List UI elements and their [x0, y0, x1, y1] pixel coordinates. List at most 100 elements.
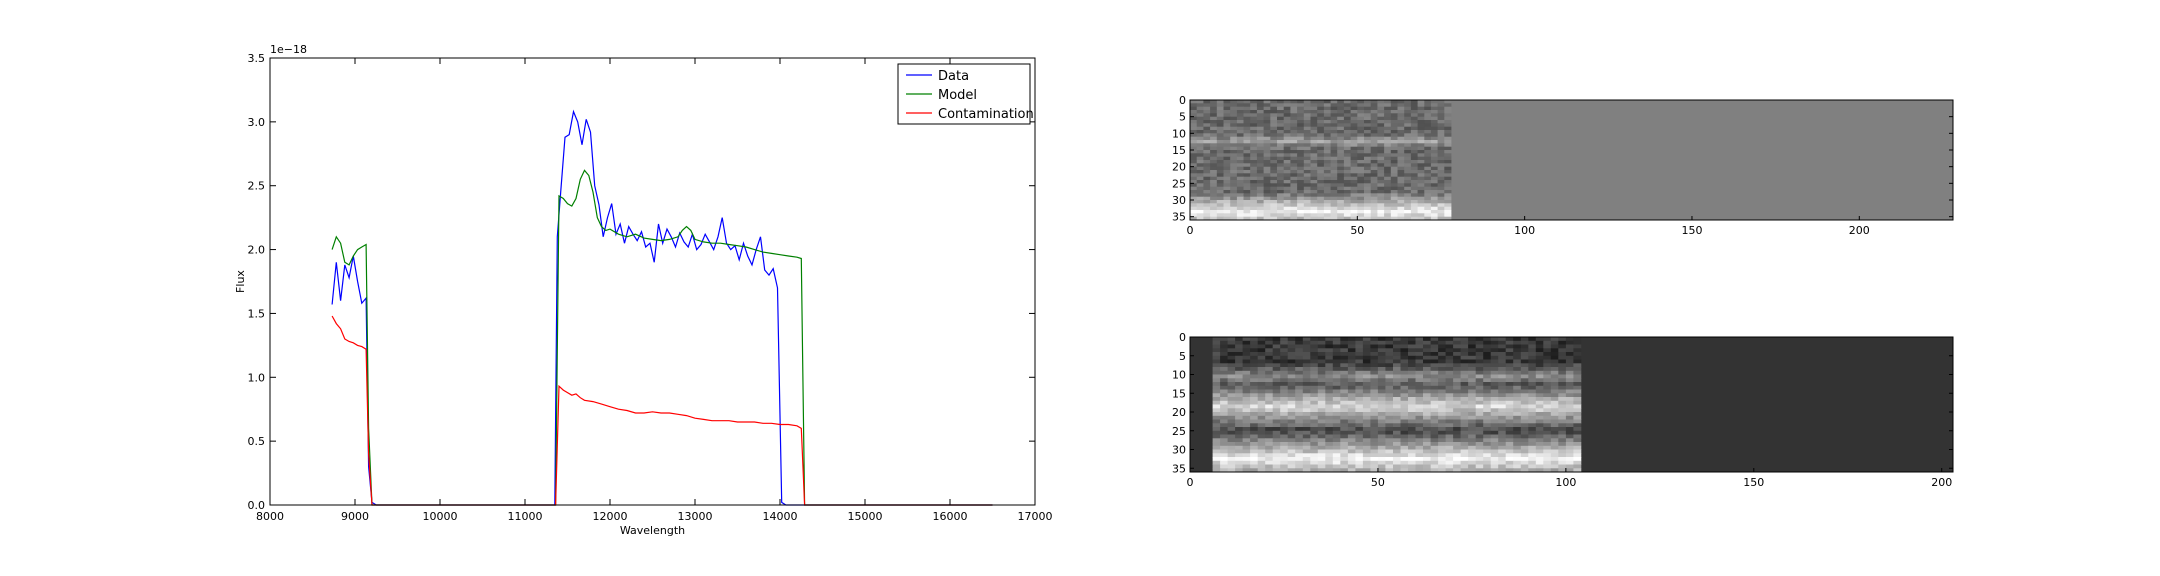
heatmap-cell — [1490, 404, 1499, 409]
heatmap-cell — [1302, 423, 1311, 428]
heatmap-cell — [1272, 423, 1281, 428]
heatmap-cell — [1243, 106, 1251, 111]
heatmap-cell — [1297, 123, 1305, 127]
heatmap-cell — [1236, 206, 1244, 211]
heatmap-cell — [1250, 464, 1258, 469]
heatmap-cell — [1437, 206, 1445, 211]
heatmap-cell — [1242, 367, 1251, 372]
heatmap-cell — [1310, 120, 1318, 124]
heatmap-cell — [1404, 100, 1412, 104]
heatmap-cell — [1236, 210, 1244, 214]
heatmap-cell — [1377, 415, 1386, 420]
heatmap-cell — [1270, 190, 1278, 194]
heatmap-cell — [1550, 427, 1559, 432]
heatmap-cell — [1323, 133, 1331, 137]
heatmap-cell — [1573, 442, 1582, 447]
heatmap-cell — [1377, 374, 1386, 379]
heatmap-cell — [1290, 176, 1298, 181]
heatmap-cell — [1290, 196, 1298, 201]
heatmap-cell — [1330, 130, 1338, 134]
heatmap-cell — [1437, 163, 1445, 167]
heatmap-cell — [1277, 196, 1285, 201]
heatmap-cell — [1216, 120, 1224, 124]
heatmap-cell — [1535, 423, 1544, 428]
heatmap-cell — [1364, 140, 1372, 144]
heatmap-cell — [1438, 415, 1446, 420]
heatmap-cell — [1558, 460, 1567, 465]
heatmap-cell — [1393, 430, 1401, 435]
heatmap-cell — [1265, 434, 1274, 439]
heatmap-cell — [1513, 397, 1522, 402]
heatmap-cell — [1196, 196, 1204, 201]
heatmap-cell — [1384, 106, 1392, 111]
heatmap-cell — [1415, 393, 1424, 398]
heatmap-cell — [1303, 116, 1311, 121]
heatmap-cell — [1453, 382, 1461, 387]
heatmap-cell — [1445, 382, 1454, 387]
heatmap-cell — [1513, 434, 1522, 439]
heatmap-cell — [1212, 397, 1221, 402]
heatmap-cell — [1347, 344, 1356, 349]
heatmap-cell — [1310, 367, 1319, 372]
heatmap-cell — [1430, 430, 1439, 435]
heatmap-cell — [1256, 210, 1264, 214]
heatmap-cell — [1408, 370, 1416, 375]
heatmap-cell — [1385, 408, 1394, 413]
heatmap-cell — [1243, 180, 1251, 184]
heatmap-cell — [1438, 404, 1446, 409]
heatmap-cell — [1243, 136, 1251, 141]
heatmap-cell — [1535, 374, 1544, 379]
heatmap-cell — [1385, 412, 1394, 417]
heatmap-cell — [1370, 457, 1379, 462]
heatmap-cell — [1290, 150, 1298, 154]
heatmap-cell — [1355, 445, 1364, 450]
heatmap-cell — [1505, 468, 1514, 473]
heatmap-cell — [1513, 442, 1522, 447]
heatmap-cell — [1317, 196, 1325, 201]
heatmap-cell — [1370, 206, 1378, 211]
heatmap-cell — [1468, 453, 1476, 458]
heatmap-cell — [1370, 203, 1378, 207]
heatmap-cell — [1227, 355, 1236, 360]
heatmap-cell — [1445, 449, 1454, 454]
heatmap-cell — [1565, 460, 1574, 465]
heatmap-cell — [1297, 120, 1305, 124]
heatmap-cell — [1190, 146, 1198, 151]
heatmap-cell — [1303, 163, 1311, 167]
heatmap-cell — [1323, 130, 1331, 134]
heatmap-cell — [1558, 449, 1567, 454]
heatmap-cell — [1242, 460, 1251, 465]
heatmap-cell — [1543, 348, 1552, 353]
heatmap-cell — [1565, 348, 1574, 353]
heatmap-cell — [1397, 106, 1405, 111]
heatmap-cell — [1438, 419, 1446, 424]
heatmap-cell — [1364, 133, 1372, 137]
heatmap-cell — [1235, 460, 1243, 465]
heatmap-cell — [1430, 216, 1438, 221]
heatmap-cell — [1270, 116, 1278, 121]
heatmap-cell — [1256, 116, 1264, 121]
heatmap-cell — [1397, 140, 1405, 144]
heatmap-cell — [1377, 370, 1386, 375]
heatmap-cell — [1390, 210, 1398, 214]
heatmap-cell — [1283, 180, 1291, 184]
heatmap-cell — [1445, 378, 1454, 383]
heatmap-cell — [1190, 173, 1198, 177]
heatmap-cell — [1235, 442, 1243, 447]
heatmap-cell — [1475, 363, 1484, 368]
heatmap-cell — [1423, 457, 1431, 462]
heatmap-cell — [1513, 430, 1522, 435]
heatmap-cell — [1377, 130, 1385, 134]
heatmap-cell — [1444, 153, 1452, 157]
heatmap-cell — [1385, 393, 1394, 398]
heatmap-cell — [1242, 348, 1251, 353]
heatmap-cell — [1250, 397, 1258, 402]
heatmap-cell — [1236, 196, 1244, 201]
heatmap-cell — [1210, 216, 1218, 221]
heatmap-cell — [1287, 385, 1296, 390]
heatmap-cell — [1323, 193, 1331, 197]
heatmap-cell — [1475, 408, 1484, 413]
heatmap-cell — [1565, 412, 1574, 417]
heatmap-cell — [1498, 408, 1507, 413]
heatmap-cell — [1256, 190, 1264, 194]
